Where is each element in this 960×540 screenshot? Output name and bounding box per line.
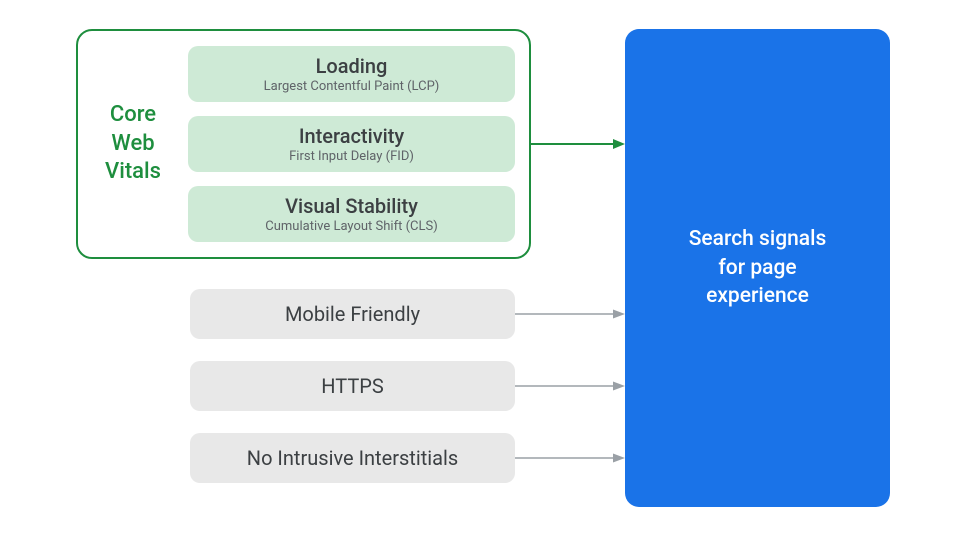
pill-interactivity-sub: First Input Delay (FID) (289, 149, 414, 164)
pill-visual-stability-sub: Cumulative Layout Shift (CLS) (265, 219, 437, 234)
pill-mobile-friendly: Mobile Friendly (190, 289, 515, 339)
arrow-cwv (531, 136, 625, 152)
pill-visual-stability: Visual Stability Cumulative Layout Shift… (188, 186, 515, 242)
pill-loading: Loading Largest Contentful Paint (LCP) (188, 46, 515, 102)
search-signals-target: Search signalsfor pageexperience (625, 29, 890, 507)
core-web-vitals-label: CoreWebVitals (78, 101, 188, 187)
pill-interactivity: Interactivity First Input Delay (FID) (188, 116, 515, 172)
pill-https-label: HTTPS (321, 374, 384, 398)
pill-mobile-friendly-label: Mobile Friendly (285, 302, 420, 326)
pill-no-intrusive-interstitials-label: No Intrusive Interstitials (247, 446, 458, 470)
core-web-vitals-group: CoreWebVitals Loading Largest Contentful… (76, 29, 531, 259)
arrow-no-intrusive-interstitials (515, 450, 625, 466)
pill-visual-stability-title: Visual Stability (285, 194, 418, 218)
core-web-vitals-pills: Loading Largest Contentful Paint (LCP) I… (188, 46, 515, 242)
pill-interactivity-title: Interactivity (299, 124, 404, 148)
search-signals-label: Search signalsfor pageexperience (689, 225, 827, 310)
pill-no-intrusive-interstitials: No Intrusive Interstitials (190, 433, 515, 483)
pill-loading-title: Loading (316, 54, 388, 78)
pill-https: HTTPS (190, 361, 515, 411)
arrow-https (515, 378, 625, 394)
arrow-mobile-friendly (515, 306, 625, 322)
pill-loading-sub: Largest Contentful Paint (LCP) (264, 79, 440, 94)
